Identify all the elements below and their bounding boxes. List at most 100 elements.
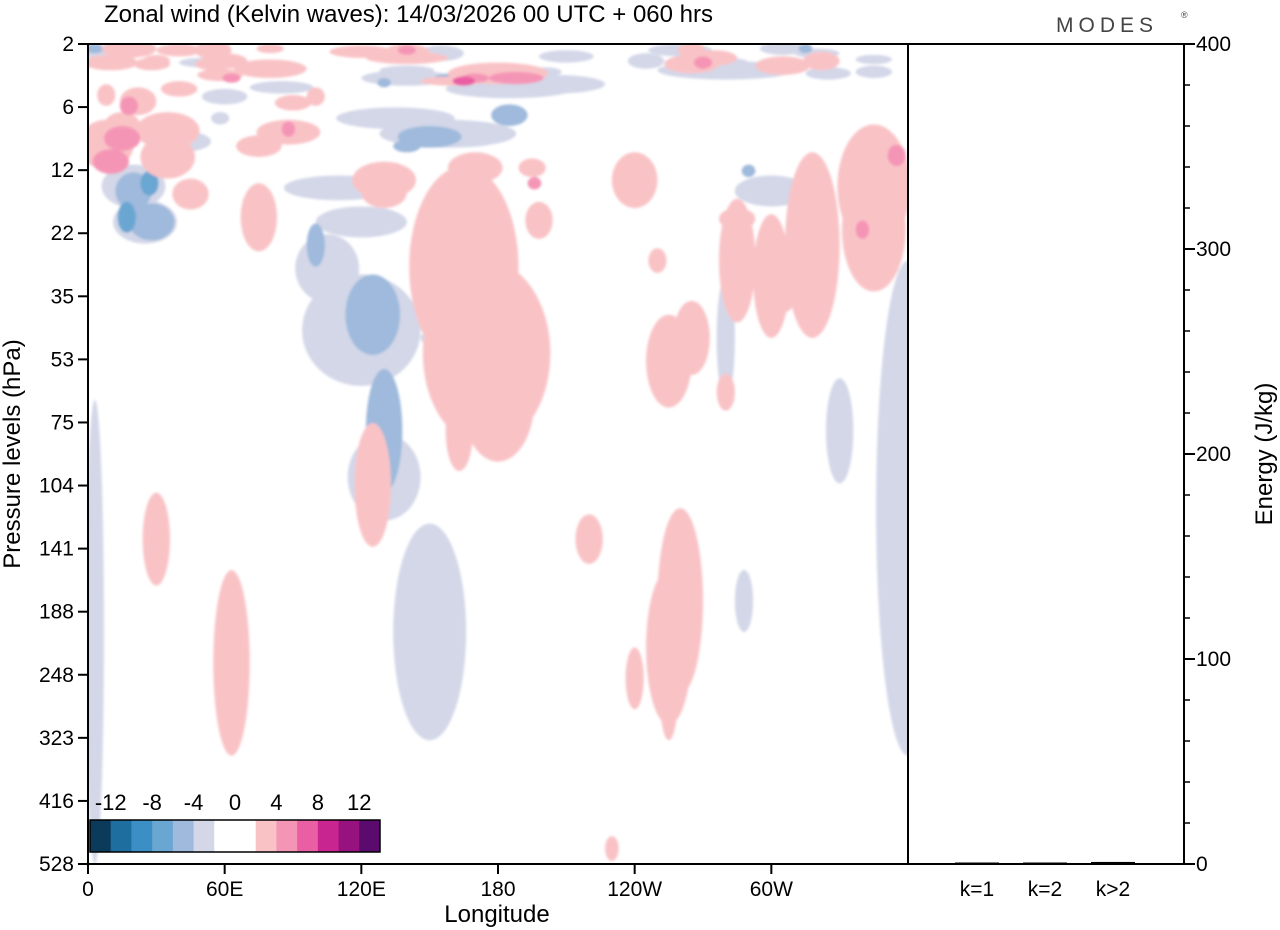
field-blob-neg2	[88, 44, 104, 54]
field-blob-pos1	[716, 373, 735, 411]
field-blob-pos1	[605, 836, 619, 861]
field-blob-pos2	[527, 177, 542, 190]
energy-tick-label: 400	[1196, 33, 1231, 56]
y-axis-label: Pressure levels (hPa)	[0, 339, 26, 568]
field-blob-pos2	[693, 56, 713, 69]
field-blob-pos1	[646, 570, 692, 725]
y-tick-label: 104	[39, 475, 74, 498]
field-blob-pos3	[452, 76, 476, 86]
field-blob-pos1	[240, 183, 278, 252]
field-blob-pos1	[445, 390, 473, 472]
field-blob-pos1	[525, 201, 553, 239]
field-blob-neg3	[140, 170, 159, 196]
energy-axis-label: Energy (J/kg)	[1251, 383, 1278, 526]
field-blob-pos1	[461, 337, 535, 462]
colorbar-label: -12	[95, 790, 127, 815]
x-tick-label: 180	[480, 878, 515, 901]
field-blob-neg1	[393, 523, 467, 741]
energy-bar	[1091, 861, 1135, 864]
energy-bar	[955, 862, 999, 864]
colorbar-label: 4	[270, 790, 282, 815]
field-blob-neg2	[129, 203, 175, 241]
y-tick-label: 53	[51, 348, 74, 371]
field-blob-pos1	[611, 152, 658, 208]
field-blob-neg1	[855, 65, 893, 79]
field-blob-pos1	[133, 57, 170, 71]
colorbar-label: -4	[184, 790, 204, 815]
energy-tick-label: 100	[1196, 648, 1231, 671]
y-tick-label: 35	[51, 285, 74, 308]
field-blob-pos2	[855, 220, 870, 239]
x-axis-label: Longitude	[444, 901, 549, 928]
y-tick-label: 416	[39, 790, 74, 813]
field-blob-neg1	[211, 112, 230, 125]
energy-category-label: k=2	[1028, 878, 1062, 901]
colorbar-swatch	[110, 820, 132, 852]
field-blob-pos1	[718, 198, 756, 323]
field-blob-pos1	[575, 514, 603, 564]
field-blob-pos1	[256, 44, 284, 54]
y-tick-label: 75	[51, 411, 74, 434]
y-tick-label: 248	[39, 664, 74, 687]
brand-logo: MODES	[1056, 14, 1158, 37]
field-blob-pos1	[274, 95, 312, 111]
colorbar-swatch	[131, 820, 153, 852]
field-blob-pos1	[803, 51, 840, 71]
heatmap-field	[88, 44, 908, 864]
field-blob-pos1	[306, 87, 325, 106]
field-blob-pos2	[103, 126, 141, 151]
energy-tick-label: 200	[1196, 443, 1231, 466]
field-blob-pos2	[222, 73, 241, 83]
field-blob-pos1	[142, 492, 170, 586]
field-blob-neg1	[201, 88, 248, 105]
field-blob-pos1	[755, 56, 811, 75]
field-blob-pos1	[518, 158, 546, 178]
field-blob-pos1	[236, 135, 282, 157]
field-blob-pos1	[172, 178, 209, 210]
y-tick-label: 188	[39, 601, 74, 624]
y-tick-label: 2	[62, 33, 74, 56]
y-tick-label: 141	[39, 538, 74, 561]
field-blob-pos1	[233, 59, 307, 79]
chart-title: Zonal wind (Kelvin waves): 14/03/2026 00…	[104, 1, 713, 28]
field-blob-neg2	[491, 104, 528, 127]
pressure-axis: 2 6 12 22 35 53 75 104 141 188 248 323 416 528	[39, 33, 88, 876]
colorbar-swatch	[172, 820, 195, 852]
field-blob-pos2	[397, 45, 416, 55]
energy-axis: 0 100 200 300 400	[1184, 33, 1231, 876]
field-blob-neg2	[741, 164, 756, 178]
field-blob-pos2	[119, 96, 139, 116]
field-blob-pos1	[769, 269, 797, 314]
field-blob-pos1	[195, 57, 232, 71]
brand-registered-mark: ®	[1181, 10, 1188, 20]
colorbar-swatch	[297, 820, 319, 852]
energy-tick-label: 0	[1196, 853, 1208, 876]
field-blob-neg2	[377, 78, 391, 88]
field-blob-neg2	[306, 223, 325, 267]
colorbar-label: 8	[312, 790, 324, 815]
field-blob-neg1	[88, 399, 104, 864]
x-tick-label: 120E	[337, 878, 386, 901]
colorbar-swatch	[359, 820, 381, 852]
energy-category-label: k>2	[1096, 878, 1130, 901]
field-blob-pos1	[354, 423, 391, 547]
colorbar-swatch	[338, 820, 360, 852]
colorbar-swatch	[152, 820, 174, 852]
x-tick-label: 60E	[206, 878, 243, 901]
y-tick-label: 22	[51, 222, 74, 245]
colorbar-swatch	[276, 820, 298, 852]
field-blob-neg1	[876, 260, 908, 756]
colorbar-swatch	[255, 820, 277, 852]
y-tick-label: 323	[39, 727, 74, 750]
colorbar-label: 0	[229, 790, 241, 815]
colorbar-swatch	[214, 820, 236, 852]
x-tick-label: 0	[82, 878, 94, 901]
field-blob-pos1	[88, 54, 139, 71]
colorbar-frame	[89, 819, 381, 853]
field-blob-neg1	[759, 44, 806, 55]
y-tick-label: 12	[51, 159, 74, 182]
colorbar-label: -8	[142, 790, 162, 815]
y-tick-label: 528	[39, 853, 74, 876]
field-blob-pos2	[887, 144, 906, 167]
energy-panel-frame	[907, 43, 1185, 865]
